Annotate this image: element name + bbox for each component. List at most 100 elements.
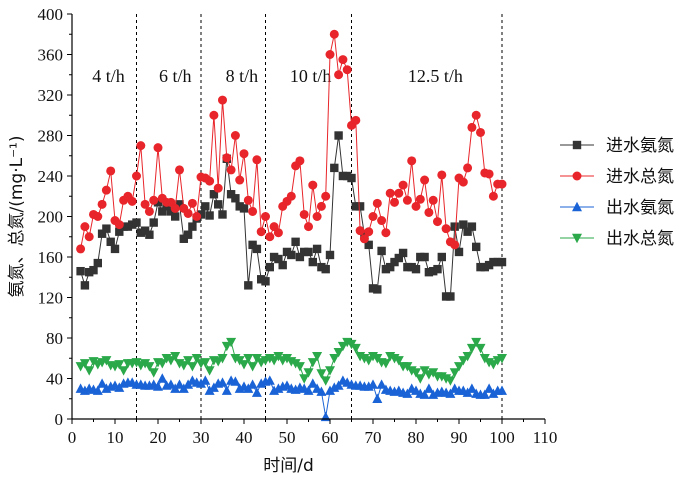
data-point xyxy=(363,356,374,366)
data-point xyxy=(463,163,473,173)
data-point xyxy=(157,359,168,369)
data-point xyxy=(153,143,163,153)
data-point xyxy=(312,212,322,221)
data-point xyxy=(355,226,365,236)
data-point xyxy=(248,240,257,250)
data-point xyxy=(411,368,421,378)
data-point xyxy=(131,358,142,368)
data-point xyxy=(377,246,386,256)
phase-label: 10 t/h xyxy=(290,66,332,86)
data-point xyxy=(171,212,180,221)
data-point xyxy=(450,240,460,250)
data-point xyxy=(264,375,275,385)
data-point xyxy=(269,252,279,262)
data-point xyxy=(450,222,459,231)
data-point xyxy=(101,185,111,195)
y-tick-label: 200 xyxy=(38,208,64,227)
data-point xyxy=(221,385,232,395)
x-tick-label: 30 xyxy=(193,428,210,447)
x-tick-label: 0 xyxy=(68,428,77,447)
data-point xyxy=(316,386,327,396)
data-point xyxy=(136,141,146,151)
data-point xyxy=(368,284,378,293)
data-point xyxy=(200,358,211,368)
data-point xyxy=(338,171,348,181)
data-point xyxy=(188,222,197,231)
data-point xyxy=(230,376,241,386)
data-point xyxy=(252,244,262,254)
data-point xyxy=(145,230,154,239)
data-point xyxy=(97,199,107,209)
data-point xyxy=(175,165,184,175)
data-point xyxy=(334,131,343,140)
data-point xyxy=(376,379,387,389)
data-point xyxy=(170,352,181,362)
series-进水总氮 xyxy=(76,29,507,254)
y-tick-label: 120 xyxy=(38,289,64,308)
data-point xyxy=(294,362,305,372)
data-point xyxy=(235,175,245,185)
x-tick-label: 10 xyxy=(107,428,124,447)
data-point xyxy=(80,281,90,290)
data-point xyxy=(148,368,159,378)
x-tick-label: 20 xyxy=(150,428,167,447)
data-point xyxy=(476,127,485,137)
data-point xyxy=(278,260,287,270)
data-point xyxy=(359,234,369,244)
data-point xyxy=(479,389,490,399)
data-point xyxy=(123,222,133,231)
data-point xyxy=(415,374,426,384)
data-point xyxy=(488,360,499,370)
data-point xyxy=(187,198,197,208)
data-point xyxy=(222,153,232,163)
legend-item: 出水氨氮 xyxy=(560,198,674,218)
data-point xyxy=(320,376,331,386)
data-point xyxy=(445,388,456,398)
data-point xyxy=(308,180,318,190)
data-point xyxy=(239,360,249,370)
data-point xyxy=(214,200,223,209)
data-point xyxy=(76,244,86,254)
data-point xyxy=(398,180,408,190)
data-point xyxy=(196,210,206,219)
data-point xyxy=(118,366,129,376)
data-point xyxy=(92,385,103,395)
legend-marker xyxy=(572,171,582,181)
axes: 0 10 20 30 40 50 60 70 80 90 100 110 0 40 80 120 160 200 2… xyxy=(38,5,558,447)
data-point xyxy=(364,240,373,250)
data-point xyxy=(424,207,434,217)
data-point xyxy=(299,209,309,219)
data-point xyxy=(419,389,430,399)
legend-label: 出水氨氮 xyxy=(606,198,674,218)
series-出水总氮 xyxy=(75,337,507,386)
data-point xyxy=(390,197,399,207)
data-point xyxy=(467,222,477,231)
data-point xyxy=(239,204,249,213)
data-point xyxy=(307,358,318,368)
data-point xyxy=(454,247,464,257)
x-tick-label: 90 xyxy=(451,428,468,447)
data-point xyxy=(230,131,240,140)
data-point xyxy=(273,228,283,238)
data-point xyxy=(247,379,258,389)
data-point xyxy=(433,264,442,274)
data-point xyxy=(205,211,214,220)
data-point xyxy=(287,250,296,260)
data-point xyxy=(80,222,90,232)
data-point xyxy=(93,258,102,268)
data-point xyxy=(351,115,361,125)
data-point xyxy=(97,378,108,388)
data-point xyxy=(187,362,198,372)
data-point xyxy=(183,230,193,239)
data-point xyxy=(402,195,412,205)
data-point xyxy=(257,275,266,284)
data-point xyxy=(300,247,309,257)
data-point xyxy=(472,242,481,252)
legend-item: 出水总氮 xyxy=(560,229,674,249)
data-point xyxy=(377,216,387,226)
y-tick-label: 240 xyxy=(38,167,64,186)
data-point xyxy=(368,212,378,221)
data-point xyxy=(325,366,335,376)
data-point xyxy=(316,369,327,379)
